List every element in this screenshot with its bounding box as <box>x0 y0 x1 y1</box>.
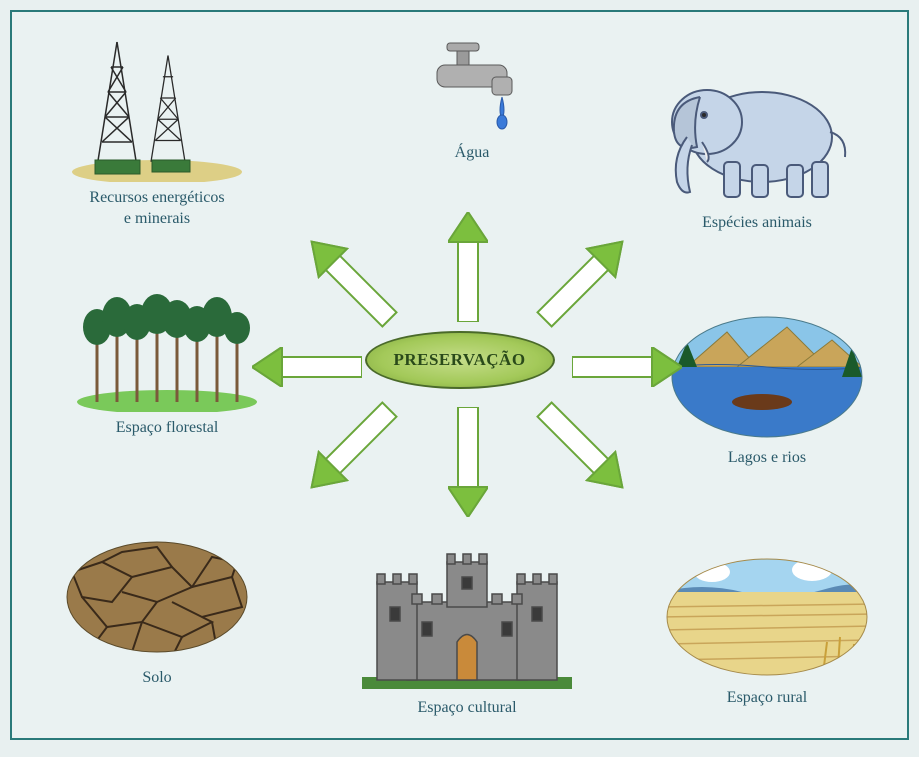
lake-icon <box>652 312 882 442</box>
node-rural: Espaço rural <box>652 552 882 709</box>
castle-icon <box>342 532 592 692</box>
center-node: PRESERVAÇÃO <box>365 331 555 389</box>
arrow-cultural <box>448 407 488 517</box>
arrow-agua <box>448 212 488 322</box>
node-solo: Solo <box>57 532 257 689</box>
node-agua: Água <box>382 37 562 164</box>
node-recursos: Recursos energéticos e minerais <box>42 32 272 230</box>
trees-icon <box>57 292 277 412</box>
node-florestal: Espaço florestal <box>57 292 277 439</box>
faucet-icon <box>382 37 562 137</box>
center-label: PRESERVAÇÃO <box>393 350 525 370</box>
field-icon <box>652 552 882 682</box>
elephant-icon <box>632 67 882 207</box>
label-cultural: Espaço cultural <box>342 698 592 719</box>
arrow-solo <box>287 392 407 512</box>
page-root: PRESERVAÇÃO <box>0 0 919 757</box>
arrow-rural <box>527 392 647 512</box>
towers-icon <box>42 32 272 182</box>
label-especies: Espécies animais <box>632 213 882 234</box>
diagram-frame: PRESERVAÇÃO <box>10 10 909 740</box>
label-rural: Espaço rural <box>652 688 882 709</box>
label-recursos: Recursos energéticos e minerais <box>42 188 272 230</box>
node-lagos: Lagos e rios <box>652 312 882 469</box>
label-agua: Água <box>382 143 562 164</box>
label-solo: Solo <box>57 668 257 689</box>
arrow-lagos <box>572 347 682 387</box>
node-cultural: Espaço cultural <box>342 532 592 719</box>
arrow-florestal <box>252 347 362 387</box>
arrow-especies <box>527 217 647 337</box>
label-florestal: Espaço florestal <box>57 418 277 439</box>
label-lagos: Lagos e rios <box>652 448 882 469</box>
arrow-recursos <box>287 217 407 337</box>
node-especies: Espécies animais <box>632 67 882 234</box>
soil-icon <box>57 532 257 662</box>
